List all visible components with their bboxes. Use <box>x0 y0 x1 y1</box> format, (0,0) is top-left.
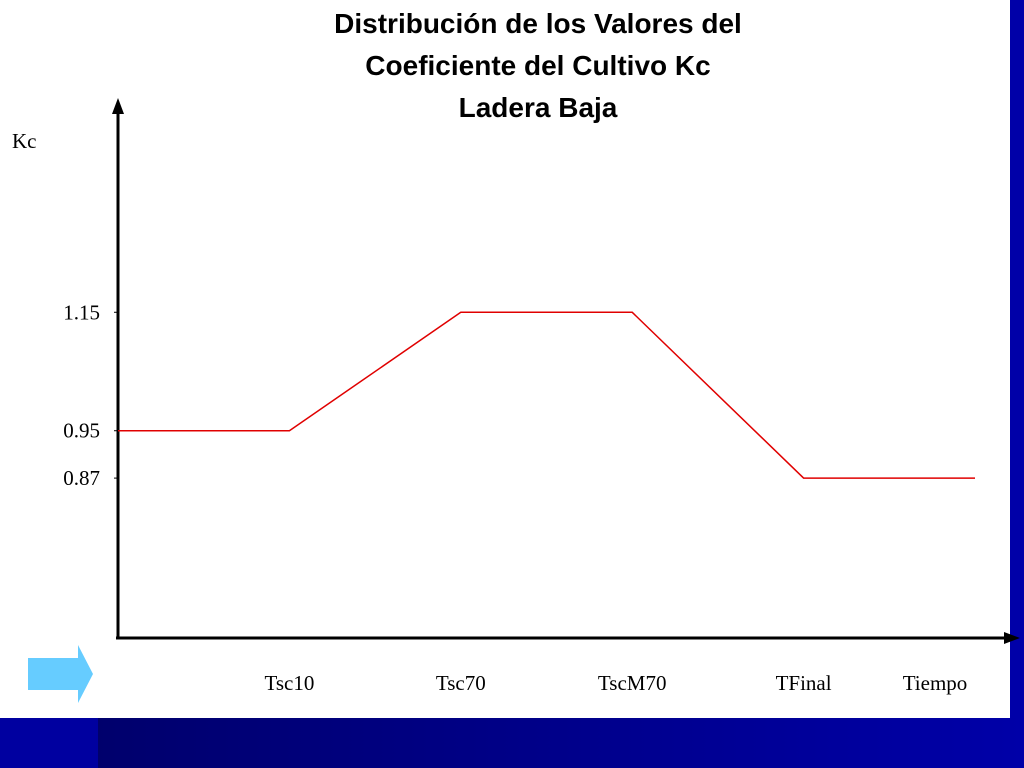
x-tick-label: TFinal <box>776 671 832 695</box>
arrow-icon <box>28 645 93 703</box>
y-tick-label: 0.87 <box>63 466 100 490</box>
x-tick-label: Tsc10 <box>264 671 314 695</box>
footer-corner <box>0 718 98 768</box>
y-tick-label: 1.15 <box>63 300 100 324</box>
right-band <box>1010 0 1024 718</box>
x-tick-label: Tsc70 <box>436 671 486 695</box>
y-axis-arrow <box>112 98 124 114</box>
chart-title: Coeficiente del Cultivo Kc <box>365 50 710 81</box>
footer-band <box>0 718 1024 768</box>
data-line <box>118 311 975 479</box>
chart-title: Distribución de los Valores del <box>334 8 742 39</box>
x-axis-arrow <box>1004 632 1020 644</box>
y-tick-label: 0.95 <box>63 419 100 443</box>
x-tick-label: TscM70 <box>598 671 667 695</box>
y-axis-label: Kc <box>12 129 37 153</box>
x-axis-label: Tiempo <box>903 671 968 695</box>
chart-title: Ladera Baja <box>459 92 618 123</box>
